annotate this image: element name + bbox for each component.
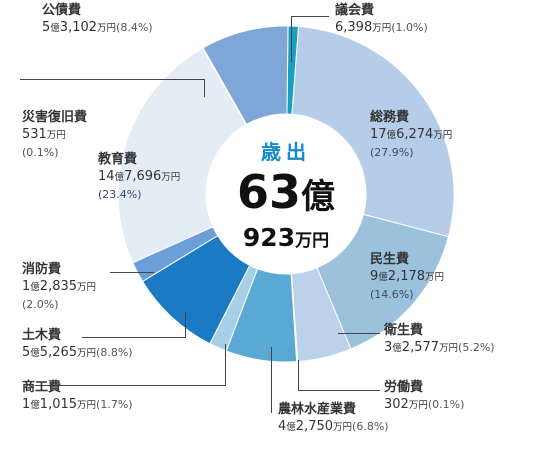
label-dobokuhi: 土木費 5億5,265万円(8.8%) (22, 328, 133, 360)
leader-line-norin (271, 347, 272, 413)
leader-line-gikai-h (291, 16, 329, 17)
leader-line-gikai (291, 16, 292, 62)
label-shokohi: 商工費 1億1,015万円(1.7%) (22, 380, 133, 412)
label-norinhi: 農林水産業費 4億2,750万円(6.8%) (278, 402, 389, 434)
leader-line-shoko-v (225, 344, 226, 386)
leader-line-doboku-v (185, 312, 186, 338)
label-rodohi: 労働費 302万円(0.1%) (384, 380, 465, 412)
leader-line-eisei (338, 333, 380, 334)
label-eiseihi: 衛生費 3億2,577万円(5.2%) (384, 323, 495, 355)
leader-line-saigai (20, 79, 204, 80)
leader-line-rodo-h (298, 390, 380, 391)
leader-line-shoko (35, 385, 225, 386)
label-shobohi: 消防費 1億2,835万円 (2.0%) (22, 262, 97, 311)
leader-line-saigai-v (204, 79, 205, 97)
center-label: 歳出 63億 923万円 (216, 136, 356, 255)
label-gikaihi: 議会費 6,398万円(1.0%) (335, 3, 428, 35)
slice-1 (291, 25, 455, 238)
slice-9 (117, 47, 247, 264)
label-saigai: 災害復旧費 531万円 (0.1%) (22, 110, 88, 159)
label-minseihi: 民生費 9億2,178万円 (14.6%) (370, 252, 445, 301)
center-amount: 63億 (236, 165, 335, 219)
center-title: 歳出 (261, 140, 311, 164)
center-sub-amount: 923万円 (242, 223, 330, 252)
leader-line-doboku (82, 337, 185, 338)
label-somuhi: 総務費 17億6,274万円 (27.9%) (370, 110, 453, 159)
leader-line-rodo (298, 360, 299, 390)
slice-11 (202, 25, 289, 126)
leader-line-shobo (110, 272, 154, 273)
label-kyoikuhi: 教育費 14億7,696万円 (23.4%) (98, 152, 181, 201)
slice-2 (316, 213, 450, 350)
label-kosaihi: 公債費 5億3,102万円(8.4%) (42, 3, 153, 35)
